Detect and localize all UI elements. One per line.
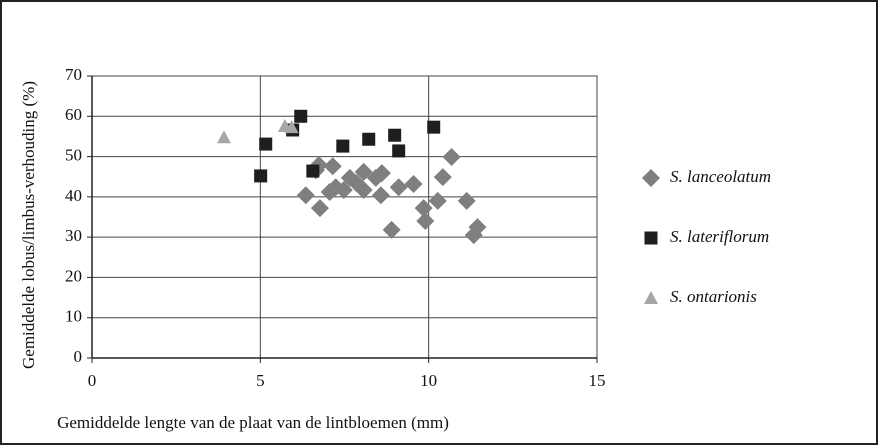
y-tick-label: 50 [65,145,82,164]
point [354,162,373,181]
point [382,220,401,239]
point [428,191,447,210]
point [404,174,423,193]
point [216,130,231,144]
point [294,109,308,123]
point [414,199,433,218]
x-tick-label: 15 [589,371,606,390]
point [296,186,315,205]
point [323,157,342,176]
point [389,178,408,197]
legend-marker [644,291,658,304]
point [468,218,487,237]
point [259,137,273,151]
point [284,120,299,134]
x-tick-label: 5 [256,371,265,390]
point [334,181,353,200]
point [371,186,390,205]
point [372,164,391,183]
y-tick-label: 10 [65,307,82,326]
y-tick-label: 60 [65,105,82,124]
x-axis-label: Gemiddelde lengte van de plaat van de li… [57,413,449,432]
y-tick-label: 70 [65,65,82,84]
point [392,144,406,158]
point [254,169,268,183]
x-tick-label: 0 [88,371,97,390]
point [416,212,435,231]
x-tick-label: 10 [420,371,437,390]
point [427,120,441,134]
legend-text: S. ontarionis [670,287,757,306]
point [457,191,476,210]
y-axis-label: Gemiddelde lobus/limbus-verhouding (%) [19,81,38,369]
legend-text: S. lanceolatum [670,167,771,186]
y-tick-label: 20 [65,266,82,285]
point [310,199,329,218]
y-tick-label: 0 [74,347,83,366]
point [354,181,373,200]
point [388,128,402,142]
legend-marker [642,169,660,187]
point [306,164,320,178]
point [362,132,376,146]
legend-marker [644,231,658,245]
point [336,139,350,153]
y-tick-label: 30 [65,226,82,245]
point [442,147,461,166]
y-tick-label: 40 [65,186,82,205]
legend-text: S. lateriflorum [670,227,769,246]
point [433,168,452,187]
